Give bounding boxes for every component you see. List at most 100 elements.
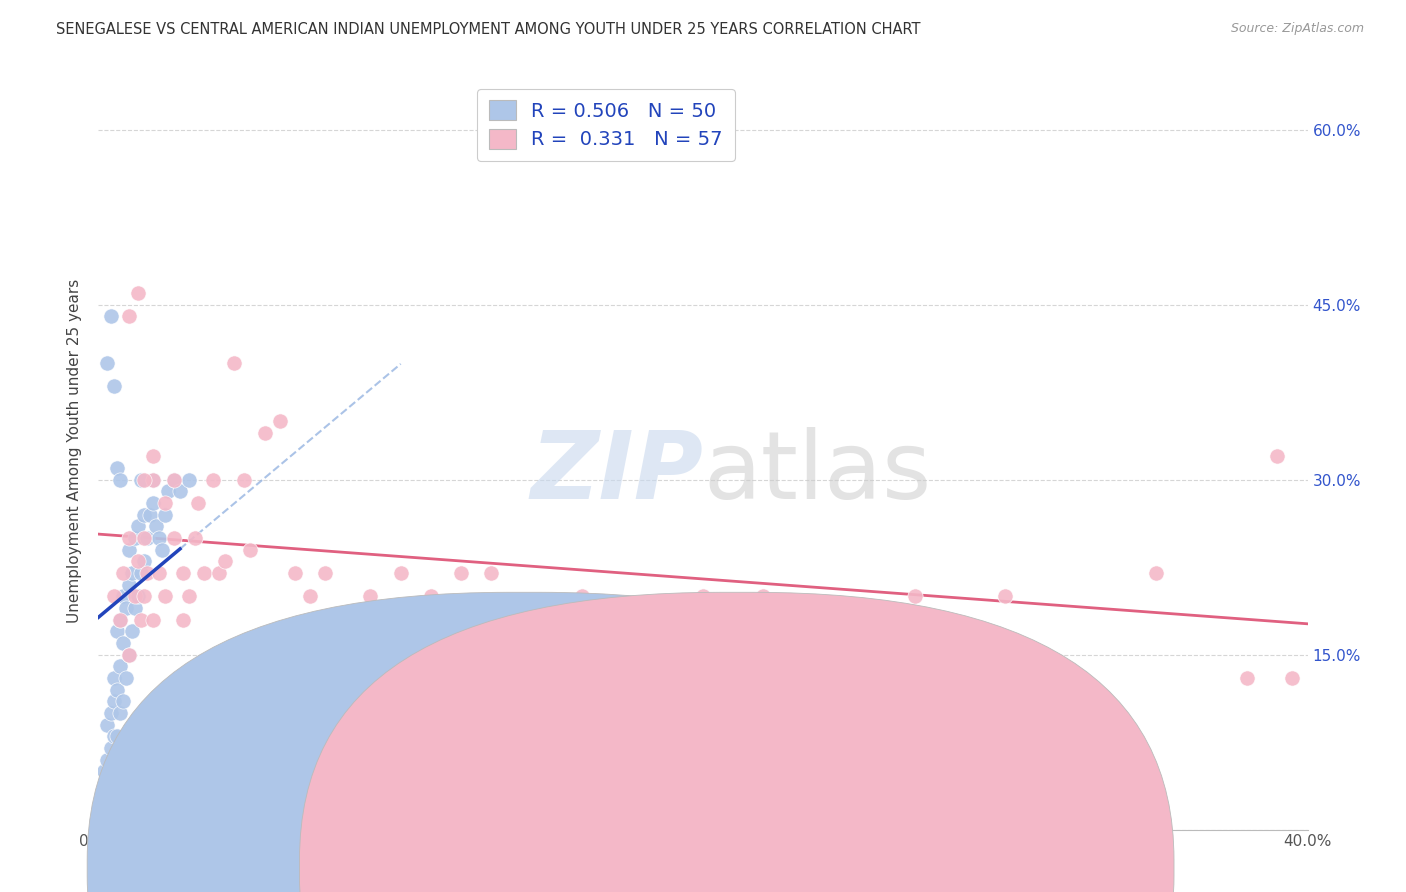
Point xyxy=(132,589,155,603)
Text: Senegalese: Senegalese xyxy=(551,861,640,875)
Point xyxy=(124,601,146,615)
Point xyxy=(118,577,141,591)
Point xyxy=(108,659,131,673)
Point xyxy=(172,566,194,580)
Point xyxy=(145,519,167,533)
Point xyxy=(389,566,412,580)
Point xyxy=(118,310,141,324)
Point xyxy=(193,566,215,580)
Point xyxy=(118,648,141,662)
Point xyxy=(105,729,128,743)
Point xyxy=(156,484,179,499)
Point xyxy=(127,285,149,300)
Point xyxy=(135,566,157,580)
Point xyxy=(114,671,136,685)
Point xyxy=(118,531,141,545)
Point xyxy=(172,613,194,627)
Point xyxy=(121,566,143,580)
Point xyxy=(103,379,125,393)
Point xyxy=(108,706,131,720)
Point xyxy=(299,589,322,603)
Y-axis label: Unemployment Among Youth under 25 years: Unemployment Among Youth under 25 years xyxy=(67,278,83,623)
Point xyxy=(96,753,118,767)
Point xyxy=(202,473,225,487)
Point xyxy=(124,589,146,603)
Point xyxy=(360,589,382,603)
Point xyxy=(224,356,246,370)
Point xyxy=(269,682,291,697)
Point xyxy=(142,450,165,464)
Point xyxy=(148,531,170,545)
Point xyxy=(284,566,307,580)
Point xyxy=(103,589,125,603)
Point xyxy=(904,589,927,603)
Point xyxy=(105,682,128,697)
Point xyxy=(148,566,170,580)
Point xyxy=(93,764,115,779)
Point xyxy=(329,613,352,627)
Point xyxy=(239,542,262,557)
Point xyxy=(127,554,149,568)
Point xyxy=(139,508,162,522)
Point xyxy=(132,531,155,545)
Point xyxy=(163,531,186,545)
Point xyxy=(752,589,775,603)
Point xyxy=(96,717,118,731)
Point xyxy=(127,519,149,533)
Legend: R = 0.506   N = 50, R =  0.331   N = 57: R = 0.506 N = 50, R = 0.331 N = 57 xyxy=(477,88,734,161)
Text: Central American Indians: Central American Indians xyxy=(763,861,957,875)
Point xyxy=(163,473,186,487)
Point xyxy=(111,566,134,580)
Point xyxy=(1236,671,1258,685)
Point xyxy=(481,566,503,580)
Point xyxy=(1281,671,1303,685)
Text: atlas: atlas xyxy=(703,427,931,519)
Point xyxy=(540,613,562,627)
Point xyxy=(1144,566,1167,580)
Point xyxy=(169,484,191,499)
Point xyxy=(105,624,128,639)
Point xyxy=(108,473,131,487)
Point xyxy=(208,566,231,580)
Point xyxy=(150,542,173,557)
Point xyxy=(142,496,165,510)
Point xyxy=(844,613,866,627)
Point xyxy=(571,589,593,603)
Point xyxy=(450,566,472,580)
Point xyxy=(129,613,152,627)
Point xyxy=(132,508,155,522)
Point xyxy=(121,624,143,639)
Point xyxy=(314,566,336,580)
Point xyxy=(100,310,122,324)
Point xyxy=(692,589,714,603)
Point xyxy=(253,425,276,440)
Point xyxy=(153,589,176,603)
Point xyxy=(124,531,146,545)
Point xyxy=(179,473,201,487)
Point xyxy=(105,461,128,475)
Point xyxy=(96,356,118,370)
Point xyxy=(153,508,176,522)
Point xyxy=(142,473,165,487)
Point xyxy=(100,706,122,720)
Point xyxy=(153,496,176,510)
Point xyxy=(103,729,125,743)
Point xyxy=(129,473,152,487)
Text: ZIP: ZIP xyxy=(530,427,703,519)
Point xyxy=(232,473,254,487)
Point xyxy=(103,671,125,685)
Point xyxy=(179,589,201,603)
Point xyxy=(214,554,236,568)
Point xyxy=(127,589,149,603)
Point xyxy=(108,613,131,627)
Point xyxy=(108,613,131,627)
Text: Source: ZipAtlas.com: Source: ZipAtlas.com xyxy=(1230,22,1364,36)
Point xyxy=(184,531,207,545)
Point xyxy=(111,694,134,708)
Point xyxy=(132,554,155,568)
Point xyxy=(118,542,141,557)
Point xyxy=(111,636,134,650)
Point xyxy=(114,601,136,615)
Point xyxy=(103,694,125,708)
Point xyxy=(100,740,122,755)
